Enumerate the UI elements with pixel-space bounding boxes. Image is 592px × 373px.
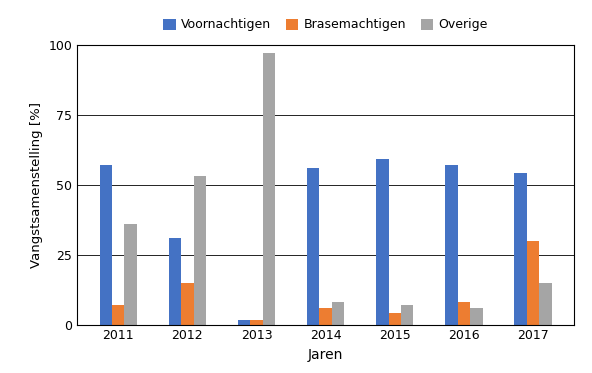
Bar (238, 320, 250, 325)
Bar (539, 283, 552, 325)
Bar (388, 313, 401, 325)
Bar (470, 308, 482, 325)
Bar (169, 238, 181, 325)
Bar (250, 320, 263, 325)
Bar (194, 176, 206, 325)
Legend: Voornachtigen, Brasemachtigen, Overige: Voornachtigen, Brasemachtigen, Overige (160, 15, 491, 35)
Bar (445, 165, 458, 325)
Bar (401, 305, 413, 325)
Bar (332, 302, 345, 325)
Bar (527, 241, 539, 325)
Y-axis label: Vangstsamenstelling [%]: Vangstsamenstelling [%] (30, 101, 43, 268)
Bar (99, 165, 112, 325)
Bar (514, 173, 527, 325)
Bar (124, 224, 137, 325)
Bar (458, 302, 470, 325)
Bar (181, 283, 194, 325)
Bar (263, 53, 275, 325)
Bar (376, 160, 388, 325)
Bar (319, 308, 332, 325)
Bar (112, 305, 124, 325)
X-axis label: Jaren: Jaren (308, 348, 343, 362)
Bar (307, 168, 319, 325)
